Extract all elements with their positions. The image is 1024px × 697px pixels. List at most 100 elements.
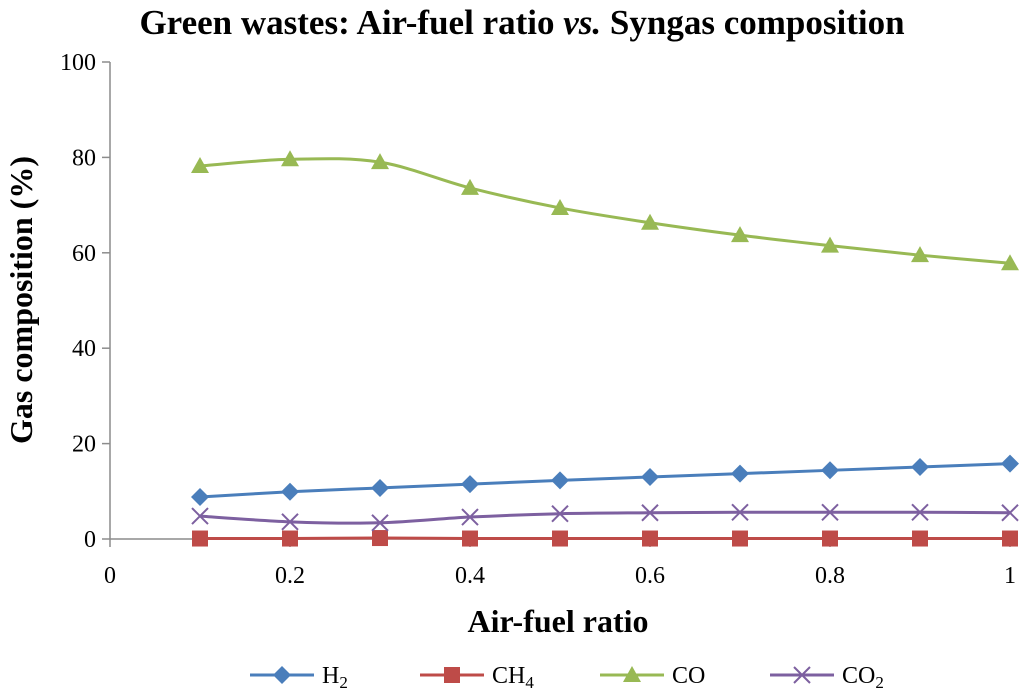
legend-item: H2 xyxy=(250,663,348,692)
legend-label: CO2 xyxy=(842,663,884,692)
legend-label-subscript: 2 xyxy=(339,673,348,692)
data-point xyxy=(1001,504,1019,522)
series-line xyxy=(199,536,1010,541)
data-point xyxy=(281,482,299,501)
data-point xyxy=(281,513,299,531)
legend-marker xyxy=(273,666,291,684)
data-point xyxy=(911,503,929,521)
x-marker-stroke xyxy=(1001,504,1019,522)
data-point xyxy=(1002,530,1018,547)
data-point xyxy=(641,213,659,230)
legend-item: CH4 xyxy=(420,663,534,692)
series-layer xyxy=(191,150,1019,547)
x-marker-stroke xyxy=(821,503,839,521)
series-ch4 xyxy=(192,530,1018,547)
data-point xyxy=(641,467,659,486)
series-co xyxy=(191,150,1019,271)
data-point xyxy=(821,236,839,253)
x-marker-stroke xyxy=(793,666,811,684)
data-point xyxy=(912,530,928,547)
data-point xyxy=(461,178,479,195)
data-point xyxy=(192,530,208,547)
legend-marker xyxy=(793,666,811,684)
legend: H2 CH4 CO CO2 xyxy=(250,663,884,692)
series-line xyxy=(199,157,1011,265)
x-marker-stroke xyxy=(281,513,299,531)
data-point xyxy=(371,478,389,497)
legend-label-name: H xyxy=(322,663,339,689)
data-point xyxy=(911,457,929,476)
x-tick-label: 1 xyxy=(1004,563,1016,589)
x-tick-label: 0.6 xyxy=(635,563,665,589)
data-point xyxy=(911,246,929,263)
legend-label: H2 xyxy=(322,663,348,692)
chart-title-main: Green wastes: Air-fuel ratio xyxy=(139,3,563,42)
y-tick-label: 20 xyxy=(72,432,96,458)
data-point xyxy=(822,530,838,547)
legend-label-name: CO xyxy=(672,663,705,689)
series-line xyxy=(199,510,1011,525)
data-point xyxy=(1001,254,1019,271)
chart-title: Green wastes: Air-fuel ratio vs. Syngas … xyxy=(139,3,904,42)
data-point xyxy=(641,504,659,522)
x-tick-label: 0.4 xyxy=(455,563,485,589)
legend-item: CO2 xyxy=(770,663,884,692)
data-point xyxy=(552,530,568,547)
legend-label-subscript: 2 xyxy=(875,673,884,692)
data-point xyxy=(1001,454,1019,473)
legend-label-name: CO xyxy=(842,663,875,689)
legend-marker xyxy=(623,666,641,682)
x-marker-stroke xyxy=(371,514,389,532)
data-point xyxy=(282,530,298,547)
data-point xyxy=(551,505,569,523)
x-marker-stroke xyxy=(911,503,929,521)
legend-label-name: CH xyxy=(492,663,525,689)
data-point xyxy=(821,461,839,480)
y-tick-label: 0 xyxy=(84,527,96,553)
data-point xyxy=(821,503,839,521)
legend-item: CO xyxy=(600,663,705,689)
data-point xyxy=(281,150,299,167)
data-point xyxy=(462,530,478,547)
data-point xyxy=(732,530,748,547)
y-ticks: 0 20 40 60 80 100 xyxy=(60,50,110,553)
x-tick-label: 0.2 xyxy=(275,563,305,589)
data-point xyxy=(191,507,209,525)
data-point xyxy=(371,514,389,532)
chart-title-tail: Syngas composition xyxy=(601,3,904,42)
x-marker-stroke xyxy=(191,507,209,525)
x-tick-label: 0 xyxy=(104,563,116,589)
data-point xyxy=(372,530,388,547)
y-tick-label: 60 xyxy=(72,241,96,267)
x-marker-stroke xyxy=(551,505,569,523)
series-line xyxy=(199,462,1011,499)
data-point xyxy=(461,508,479,526)
series-co2 xyxy=(191,503,1019,532)
x-tick-label: 0.8 xyxy=(815,563,845,589)
legend-marker xyxy=(444,667,460,683)
x-marker-stroke xyxy=(641,504,659,522)
legend-label-subscript: 4 xyxy=(525,673,534,692)
data-point xyxy=(642,530,658,547)
data-point xyxy=(551,198,569,215)
y-tick-label: 80 xyxy=(72,145,96,171)
data-point xyxy=(191,488,209,507)
y-tick-label: 40 xyxy=(72,336,96,362)
y-axis-label: Gas composition (%) xyxy=(3,156,39,444)
data-point xyxy=(371,153,389,170)
data-point xyxy=(191,156,209,173)
data-point xyxy=(731,226,749,243)
data-point xyxy=(731,464,749,483)
data-point xyxy=(551,471,569,490)
data-point xyxy=(731,503,749,521)
x-marker-stroke xyxy=(731,503,749,521)
x-axis-label: Air-fuel ratio xyxy=(468,603,649,639)
series-h2 xyxy=(191,454,1019,507)
chart-title-italic: vs. xyxy=(563,3,601,42)
legend-label: CH4 xyxy=(492,663,534,692)
legend-label: CO xyxy=(672,663,705,689)
data-point xyxy=(461,475,479,494)
x-marker-stroke xyxy=(461,508,479,526)
y-tick-label: 100 xyxy=(60,50,96,76)
